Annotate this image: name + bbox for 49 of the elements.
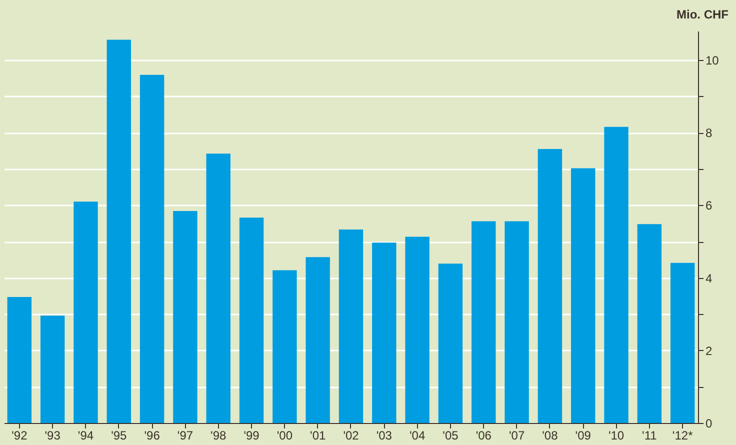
- bar: [670, 262, 695, 423]
- bar: [206, 154, 230, 423]
- x-tick-label: '98: [210, 428, 227, 442]
- bar: [372, 242, 396, 423]
- x-tick-label: '04: [409, 428, 426, 442]
- bar: [7, 297, 32, 423]
- x-tick-label: '10: [608, 428, 624, 442]
- y-tick-label: 6: [706, 198, 712, 213]
- y-axis-title: Mio. CHF: [676, 8, 728, 22]
- x-tick-label: '96: [144, 428, 160, 442]
- y-tick-label: 10: [706, 54, 720, 68]
- bar: [106, 40, 131, 423]
- bar: [239, 218, 264, 423]
- bar: [405, 236, 430, 423]
- x-tick-label: '97: [177, 428, 194, 442]
- x-tick-label: '99: [244, 428, 260, 442]
- y-tick-label: 0: [706, 416, 712, 430]
- x-tick-label: '06: [476, 428, 492, 442]
- bar: [74, 202, 98, 423]
- bar: [272, 270, 297, 423]
- x-tick-label: '09: [575, 428, 592, 442]
- x-tick-label: '05: [442, 428, 459, 442]
- bar: [538, 148, 562, 423]
- x-tick-label: '08: [542, 428, 558, 442]
- x-tick-label: '03: [376, 428, 392, 442]
- bar: [40, 316, 65, 423]
- x-tick-label: '92: [12, 428, 28, 442]
- bar: [306, 257, 330, 423]
- bar: [571, 168, 596, 423]
- bar: [637, 224, 662, 423]
- bar: [472, 221, 496, 423]
- x-tick-label: '01: [310, 428, 326, 442]
- bar: [173, 211, 198, 423]
- x-tick-label: '93: [44, 428, 61, 442]
- x-tick-label: '95: [111, 428, 128, 442]
- y-tick-label: 8: [706, 126, 712, 140]
- x-tick-label: '00: [276, 428, 293, 442]
- x-tick-label: '94: [78, 428, 94, 442]
- bar: [140, 74, 164, 423]
- x-tick-label: '11: [642, 428, 658, 442]
- bar: [604, 126, 628, 423]
- bar: [338, 230, 364, 423]
- x-tick-label: '02: [343, 428, 360, 442]
- bar: [438, 264, 463, 423]
- bar: [504, 221, 529, 423]
- x-tick-label: '07: [508, 428, 525, 442]
- x-tick-label: '12*: [672, 428, 694, 442]
- y-tick-label: 4: [706, 271, 712, 286]
- y-tick-label: 2: [706, 344, 712, 358]
